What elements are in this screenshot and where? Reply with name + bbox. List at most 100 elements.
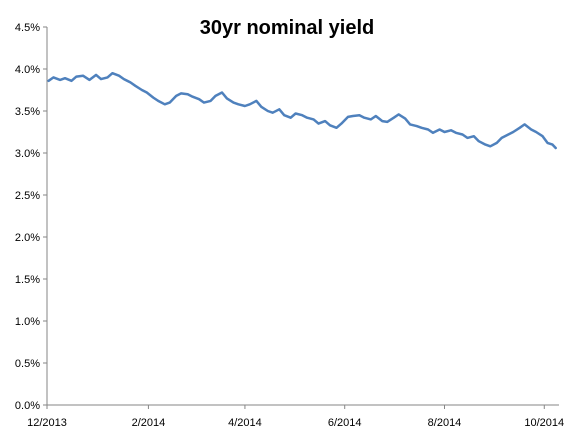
data-point [52,76,55,79]
x-axis: 12/2013 2/2014 4/2014 6/2014 8/2014 10/2014 [27,405,564,429]
data-point [271,111,274,114]
data-point [129,81,132,84]
data-point [554,147,557,149]
data-point [530,128,533,131]
data-point [324,120,326,122]
data-point [473,135,475,138]
data-point [255,100,258,102]
data-point [507,133,510,136]
data-point [329,124,331,127]
data-point [145,91,148,94]
data-point [461,133,464,136]
data-point [438,128,441,131]
data-point [134,84,137,87]
y-tick-label: 1.5% [15,274,40,286]
data-point [495,142,498,144]
data-point [409,123,411,126]
data-point [523,123,526,126]
data-point [47,79,50,82]
y-tick-label: 4.5% [15,22,40,34]
data-point [466,137,469,139]
data-point [340,122,343,125]
data-point [432,131,434,134]
data-point [420,126,423,129]
data-point [312,118,315,121]
data-point [546,142,549,144]
data-point [59,79,61,81]
x-tick-label: 12/2013 [27,417,67,429]
y-tick-label: 0.0% [15,400,40,412]
data-point [95,74,97,76]
data-point [455,131,457,134]
data-point [226,97,228,100]
data-point [535,131,537,133]
data-point [386,121,389,123]
data-point [335,126,338,129]
x-tick-label: 8/2014 [428,417,462,429]
data-point [118,74,120,77]
data-point [237,103,240,106]
data-point [294,112,297,115]
data-point [260,105,263,108]
data-point [152,96,155,99]
data-point [404,117,407,120]
data-point [392,116,395,119]
y-tick-label: 3.5% [15,106,40,118]
data-point [415,125,418,127]
data-point [306,116,308,119]
data-point [123,78,125,80]
data-point [203,101,205,104]
data-point [100,78,102,80]
data-point [541,135,544,138]
x-tick-label: 4/2014 [228,417,262,429]
y-tick-label: 4.0% [15,64,40,76]
data-point [75,75,78,78]
data-point [518,126,521,129]
data-point [374,115,377,117]
data-point [512,131,515,133]
data-point [163,103,166,106]
data-point [477,140,480,143]
data-point [244,105,246,107]
data-point [278,108,281,111]
data-point [221,91,223,94]
data-point [64,77,66,80]
data-point [363,116,366,119]
data-point [191,95,194,98]
data-point [232,101,235,104]
data-point [180,92,183,95]
data-point [301,114,304,117]
data-point [489,145,492,148]
data-point [168,101,171,104]
y-tick-label: 2.0% [15,232,40,244]
data-point [397,113,400,116]
data-point [70,79,73,82]
data-point [157,100,160,102]
series-line [47,71,557,150]
y-tick-label: 1.0% [15,316,40,328]
y-tick-label: 0.5% [15,358,40,370]
data-point [347,116,349,118]
data-point [88,79,91,81]
data-point [175,95,178,97]
data-point [283,114,286,117]
y-tick-label: 2.5% [15,190,40,202]
data-point [484,143,487,146]
data-point [317,122,320,125]
data-point [358,114,361,117]
data-point [214,95,217,97]
data-point [106,76,109,79]
x-tick-label: 10/2014 [524,417,564,429]
data-point [551,143,554,146]
data-point [209,100,212,102]
data-point [352,115,354,117]
data-point [443,131,446,133]
data-point [266,110,269,112]
series-layer [47,71,557,150]
data-point [186,93,189,96]
chart-title: 30yr nominal yield [200,17,375,39]
data-point [450,129,452,132]
data-point [500,137,503,139]
